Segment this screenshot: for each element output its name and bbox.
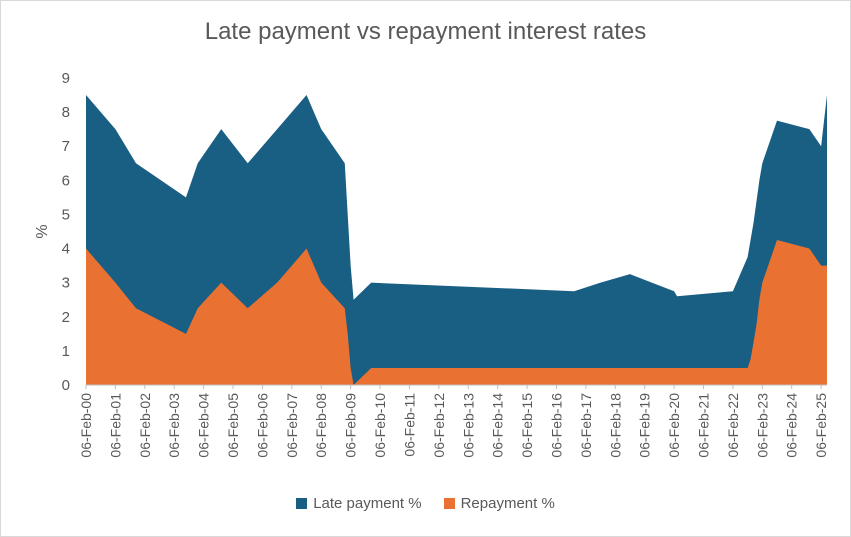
x-tick-label: 06-Feb-12	[431, 393, 447, 458]
legend-item-late-payment: Late payment %	[296, 495, 422, 512]
x-tick-label: 06-Feb-05	[225, 393, 241, 458]
x-tick-label: 06-Feb-08	[313, 393, 329, 458]
x-tick-label: 06-Feb-15	[519, 393, 535, 458]
area-series-1	[86, 240, 827, 385]
x-tick-label: 06-Feb-23	[754, 393, 770, 458]
x-tick-label: 06-Feb-06	[254, 393, 270, 458]
x-tick-label: 06-Feb-10	[372, 393, 388, 458]
chart-title: Late payment vs repayment interest rates	[204, 18, 647, 45]
x-tick-label: 06-Feb-13	[460, 393, 476, 458]
x-tick-label: 06-Feb-21	[696, 393, 712, 458]
y-tick-label: 2	[62, 309, 70, 326]
y-tick-label: 6	[62, 172, 70, 189]
x-tick-label: 06-Feb-03	[166, 393, 182, 458]
x-tick-label: 06-Feb-20	[666, 393, 682, 458]
legend: Late payment % Repayment %	[0, 495, 851, 512]
y-tick-label: 5	[62, 206, 70, 223]
x-tick-label: 06-Feb-16	[548, 393, 564, 458]
x-tick-label: 06-Feb-18	[607, 393, 623, 458]
legend-label-late-payment: Late payment %	[313, 495, 422, 512]
legend-swatch-repayment	[443, 498, 455, 509]
legend-swatch-late-payment	[296, 498, 308, 509]
x-tick-label: 06-Feb-22	[725, 393, 741, 458]
x-tick-label: 06-Feb-14	[490, 393, 506, 458]
x-tick-label: 06-Feb-25	[813, 393, 829, 458]
x-tick-label: 06-Feb-17	[578, 393, 594, 458]
axis-layer: 0 1 2 3 4 5 6 7 8 9 06-Feb-00 06-Feb-01 06-Feb-02 06-…	[62, 70, 829, 458]
x-tick-label: 06-Feb-02	[137, 393, 153, 458]
y-axis-label: %	[34, 224, 51, 238]
y-tick-label: 8	[62, 104, 70, 121]
legend-item-repayment: Repayment %	[443, 495, 555, 512]
y-tick-label: 7	[62, 138, 70, 155]
y-tick-label: 1	[62, 343, 70, 360]
x-tick-label: 06-Feb-19	[637, 393, 653, 458]
legend-label-repayment: Repayment %	[460, 495, 555, 512]
x-tick-label: 06-Feb-09	[343, 393, 359, 458]
y-tick-label: 0	[62, 377, 70, 394]
x-tick-label: 06-Feb-11	[401, 393, 417, 457]
x-tick-label: 06-Feb-07	[284, 393, 300, 458]
y-tick-label: 4	[62, 241, 70, 258]
x-tick-label: 06-Feb-04	[196, 393, 212, 458]
x-tick-label: 06-Feb-01	[107, 393, 123, 458]
x-tick-label: 06-Feb-24	[784, 393, 800, 458]
x-tick-label: 06-Feb-00	[78, 393, 94, 458]
series-layer	[86, 95, 827, 385]
y-tick-label: 9	[62, 70, 70, 87]
y-tick-label: 3	[62, 275, 70, 292]
